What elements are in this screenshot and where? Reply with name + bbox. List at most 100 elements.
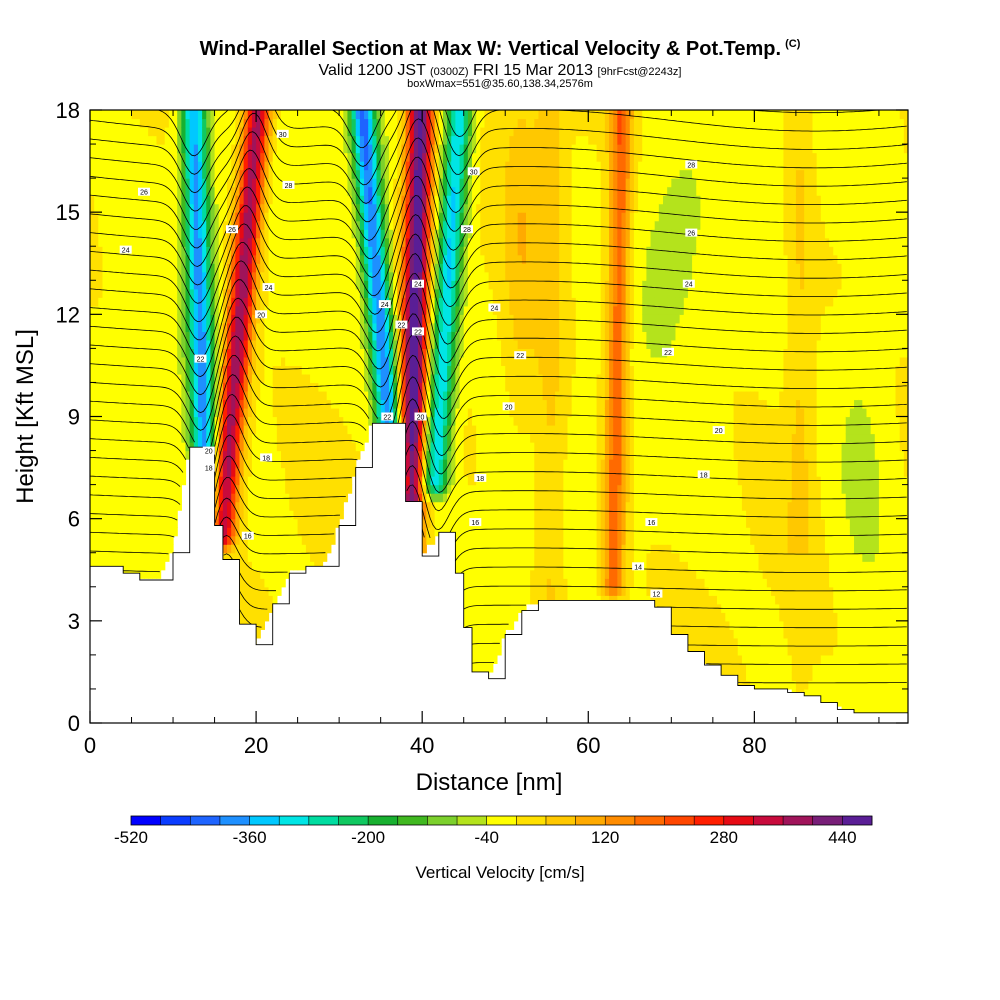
velocity-cell xyxy=(418,314,423,324)
velocity-cell xyxy=(401,127,407,137)
velocity-cell xyxy=(384,331,390,341)
velocity-cell xyxy=(231,356,236,367)
velocity-cell xyxy=(143,365,149,375)
velocity-cell xyxy=(384,212,390,222)
velocity-cell xyxy=(314,203,319,213)
velocity-cell xyxy=(438,493,444,503)
velocity-cell xyxy=(285,569,290,579)
velocity-cell xyxy=(98,544,104,554)
velocity-cell xyxy=(409,246,415,256)
velocity-cell xyxy=(202,442,207,452)
velocity-cell xyxy=(156,416,162,426)
velocity-cell xyxy=(131,476,137,486)
velocity-cell xyxy=(326,493,332,503)
velocity-cell xyxy=(193,314,199,324)
velocity-cell xyxy=(106,365,112,375)
velocity-cell xyxy=(289,399,295,409)
velocity-cell xyxy=(235,493,241,503)
velocity-cell xyxy=(409,339,415,349)
velocity-cell xyxy=(301,407,307,418)
velocity-cell xyxy=(276,169,282,179)
velocity-cell xyxy=(152,442,158,452)
velocity-cell xyxy=(110,280,116,290)
velocity-cell xyxy=(123,365,128,375)
velocity-cell xyxy=(127,135,133,145)
velocity-cell xyxy=(364,237,369,247)
velocity-cell xyxy=(318,407,324,418)
velocity-cell xyxy=(359,305,365,315)
velocity-cell xyxy=(94,484,99,494)
velocity-cell xyxy=(239,195,245,205)
velocity-cell xyxy=(463,535,469,545)
velocity-cell xyxy=(476,348,481,358)
velocity-cell xyxy=(488,544,494,554)
velocity-cell xyxy=(297,135,303,145)
velocity-cell xyxy=(214,390,220,401)
velocity-cell xyxy=(418,390,423,401)
velocity-cell xyxy=(459,195,465,205)
velocity-cell xyxy=(143,518,149,528)
velocity-cell xyxy=(239,254,245,264)
velocity-cell xyxy=(484,646,490,656)
velocity-cell xyxy=(297,169,303,179)
velocity-cell xyxy=(480,663,486,673)
velocity-cell xyxy=(409,365,415,375)
velocity-cell xyxy=(293,373,299,384)
velocity-cell xyxy=(289,518,295,528)
velocity-cell xyxy=(164,288,170,298)
velocity-cell xyxy=(127,442,133,452)
velocity-cell xyxy=(334,288,340,298)
velocity-cell xyxy=(260,535,265,545)
velocity-cell xyxy=(463,595,469,605)
velocity-cell xyxy=(202,246,207,256)
velocity-cell xyxy=(285,297,290,307)
velocity-cell xyxy=(326,476,332,486)
velocity-cell xyxy=(459,178,465,188)
velocity-cell xyxy=(143,467,149,477)
velocity-cell xyxy=(139,544,145,554)
velocity-cell xyxy=(256,527,261,537)
velocity-cell xyxy=(451,297,456,307)
velocity-cell xyxy=(281,501,286,511)
velocity-cell xyxy=(152,229,158,239)
velocity-cell xyxy=(148,501,153,511)
velocity-cell xyxy=(314,144,319,154)
velocity-cell xyxy=(422,527,427,537)
velocity-cell xyxy=(227,416,232,426)
velocity-cell xyxy=(160,169,166,179)
velocity-cell xyxy=(401,390,407,401)
velocity-cell xyxy=(247,493,253,503)
velocity-cell xyxy=(210,254,216,264)
velocity-cell xyxy=(177,331,182,341)
velocity-cell xyxy=(484,254,490,264)
velocity-cell xyxy=(285,467,290,477)
velocity-cell xyxy=(339,271,344,281)
velocity-cell xyxy=(376,416,382,426)
velocity-cell xyxy=(168,450,174,460)
velocity-cell xyxy=(318,212,324,222)
velocity-cell xyxy=(326,220,332,230)
velocity-cell xyxy=(164,348,170,358)
velocity-cell xyxy=(131,552,137,562)
velocity-cell xyxy=(430,144,436,154)
velocity-cell xyxy=(426,407,432,418)
velocity-cell xyxy=(143,382,149,392)
velocity-cell xyxy=(256,127,261,137)
velocity-cell xyxy=(330,501,336,511)
velocity-cell xyxy=(160,280,166,290)
velocity-cell xyxy=(206,339,212,349)
velocity-cell xyxy=(301,314,307,324)
velocity-cell xyxy=(388,254,394,264)
velocity-cell xyxy=(359,135,365,145)
velocity-cell xyxy=(305,510,311,520)
velocity-cell xyxy=(418,416,423,426)
velocity-cell xyxy=(289,280,295,290)
velocity-cell xyxy=(451,280,456,290)
velocity-cell xyxy=(430,246,436,256)
velocity-cell xyxy=(343,314,349,324)
velocity-cell xyxy=(393,297,398,307)
velocity-cell xyxy=(434,331,440,341)
velocity-cell xyxy=(285,195,290,205)
velocity-cell xyxy=(243,552,249,562)
velocity-cell xyxy=(239,288,245,298)
